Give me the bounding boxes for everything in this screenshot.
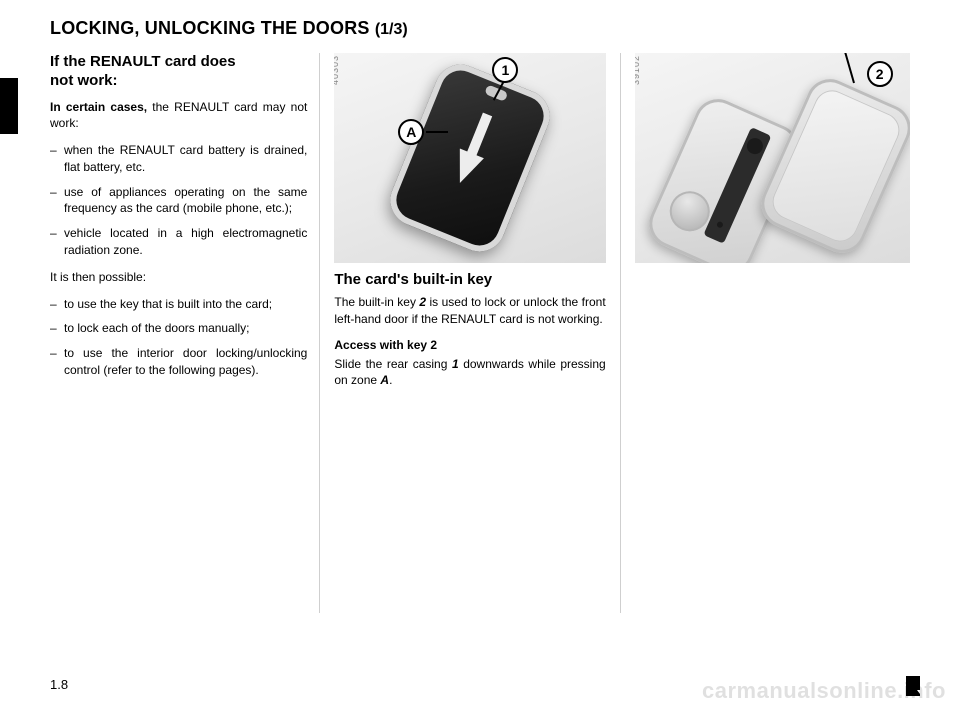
manual-page: LOCKING, UNLOCKING THE DOORS (1/3) If th… (50, 18, 910, 678)
mid-p2: Slide the rear casing 1 downwards while … (334, 356, 605, 390)
page-title: LOCKING, UNLOCKING THE DOORS (1/3) (50, 18, 910, 39)
title-part: (1/3) (375, 21, 408, 38)
left-heading: If the RENAULT card does not work: (50, 53, 307, 91)
list-item: to lock each of the doors manually; (50, 320, 307, 337)
figure-code: 39102 (635, 55, 641, 85)
left-causes-list: when the RENAULT card battery is drained… (50, 142, 307, 259)
built-in-key-graphic (703, 127, 771, 244)
mid-heading: The card's built-in key (334, 271, 605, 288)
leader-line (426, 131, 448, 133)
callout-1-label: 1 (501, 62, 509, 78)
list-item: vehicle located in a high electromagneti… (50, 225, 307, 259)
list-item: when the RENAULT card battery is drained… (50, 142, 307, 176)
figure-card: 40303 1 A (334, 53, 605, 263)
column-left: If the RENAULT card does not work: In ce… (50, 53, 319, 613)
left-heading-line2: not work: (50, 72, 118, 89)
key-fob-graphic (383, 57, 558, 260)
left-remedies-list: to use the key that is built into the ca… (50, 296, 307, 379)
figure-card-open: 39102 2 (635, 53, 910, 263)
mid-p1: The built-in key 2 is used to lock or un… (334, 294, 605, 328)
list-item: to use the interior door locking/unlocki… (50, 345, 307, 379)
callout-2-label: 2 (876, 66, 884, 82)
left-heading-line1: If the RENAULT card does (50, 53, 236, 70)
mid-p2-a: Slide the rear casing (334, 357, 452, 371)
section-tab (0, 78, 18, 134)
callout-2: 2 (867, 61, 893, 87)
column-right: 39102 2 (621, 53, 910, 613)
left-intro: In certain cases, the RENAULT card may n… (50, 99, 307, 133)
list-item: to use the key that is built into the ca… (50, 296, 307, 313)
mid-p1-a: The built-in key (334, 295, 419, 309)
card-front-shell (753, 71, 910, 260)
page-number: 1.8 (50, 677, 68, 692)
figure-code: 40303 (334, 55, 340, 85)
mid-access-head: Access with key 2 (334, 338, 605, 352)
list-item: use of appliances operating on the same … (50, 184, 307, 218)
callout-1: 1 (492, 57, 518, 83)
arrow-icon (448, 109, 500, 187)
mid-p2-c: . (389, 373, 392, 387)
title-main: LOCKING, UNLOCKING THE DOORS (50, 18, 375, 38)
leader-line (842, 53, 854, 83)
mid-p2-key2: A (380, 373, 389, 387)
mid-p2-key1: 1 (452, 357, 459, 371)
callout-a-label: A (406, 124, 416, 140)
left-then: It is then possible: (50, 269, 307, 286)
watermark-text: carmanualsonline.info (702, 678, 946, 704)
column-middle: 40303 1 A The (320, 53, 619, 613)
left-intro-bold: In certain cases, (50, 100, 152, 114)
content-columns: If the RENAULT card does not work: In ce… (50, 53, 910, 613)
